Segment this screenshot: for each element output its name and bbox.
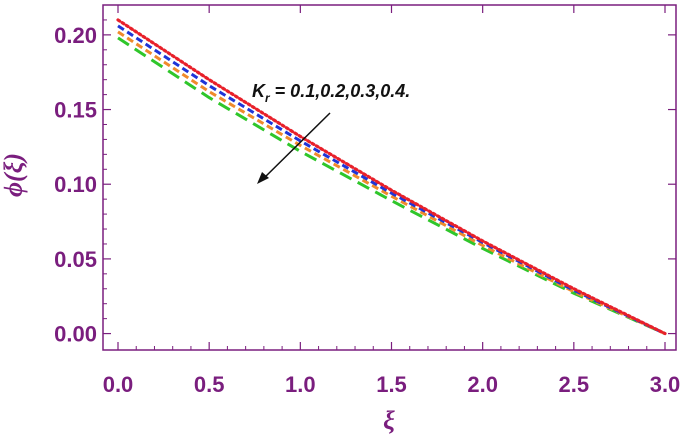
x-tick-label: 2.0 (467, 372, 498, 397)
annotation-subscript: r (265, 91, 271, 105)
series-line (117, 24, 666, 335)
x-tick-label: 2.5 (559, 372, 590, 397)
plot-frame (102, 4, 677, 351)
annotation-arrow (260, 112, 331, 182)
series-line (117, 36, 666, 335)
annotation-symbol: K (252, 81, 267, 101)
series-layer (116, 18, 667, 336)
y-tick-label: 0.20 (54, 23, 97, 48)
annotation-label: Kr = 0.1,0.2,0.3,0.4. (252, 81, 410, 105)
ticks-layer: 0.0 0.5 1.0 1.5 2.0 2.5 3.0 0.00 0.05 0.10 0.15 0.2… (54, 5, 680, 397)
annotation: Kr = 0.1,0.2,0.3,0.4. (252, 81, 410, 184)
y-axis-title: ϕ(ξ) (0, 153, 28, 197)
x-tick-label: 1.5 (376, 372, 407, 397)
y-tick-label: 0.15 (54, 98, 97, 123)
y-tick-label: 0.00 (54, 322, 97, 347)
series-line (116, 18, 667, 336)
x-tick-label: 0.5 (194, 372, 225, 397)
x-tick-label: 1.0 (285, 372, 316, 397)
x-tick-label: 3.0 (650, 372, 681, 397)
annotation-values: = 0.1,0.2,0.3,0.4. (270, 81, 411, 101)
series-line (117, 30, 666, 335)
y-tick-label: 0.10 (54, 172, 97, 197)
x-tick-label: 0.0 (103, 372, 134, 397)
x-axis-title: ξ (383, 406, 395, 435)
y-tick-label: 0.05 (54, 247, 97, 272)
annotation-arrowhead (257, 172, 269, 184)
